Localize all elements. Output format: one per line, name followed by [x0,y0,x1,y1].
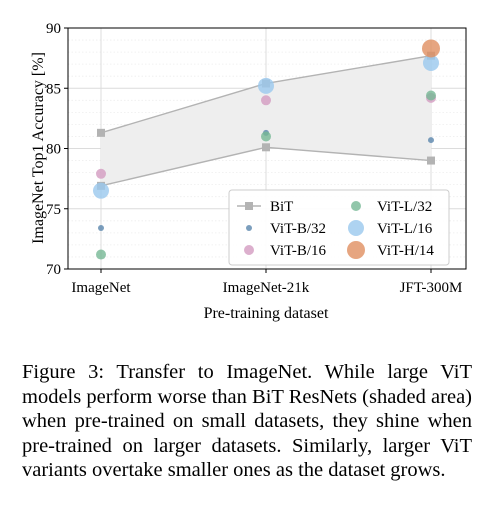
legend-label-bit: BiT [270,199,293,215]
marker-vit-h-14 [422,39,440,58]
legend-marker-vit-h-14 [347,241,365,259]
legend-label-vit-l-32: ViT-L/32 [377,199,432,215]
legend-marker-vit-l-16 [348,220,364,236]
legend-box [228,189,450,266]
y-tick-label: 70 [46,262,61,278]
axes: 70 75 80 85 90 ImageNet ImageNet-21k JFT-300M [46,21,467,296]
legend-marker-bit [245,202,253,210]
marker-vit-l-32 [426,90,436,101]
marker-vit-b-32 [98,225,104,232]
marker-bit [97,128,105,137]
marker-vit-b-16 [96,168,106,179]
x-tick-label: ImageNet-21k [223,280,310,296]
data-markers [93,39,440,260]
legend-marker-vit-b-16 [244,245,254,255]
x-tick-label: JFT-300M [400,280,463,296]
y-tick-label: 75 [46,202,61,218]
legend: BiT ViT-B/32 ViT-B/16 ViT-L/32 ViT-L/16 ViT-H… [228,189,450,266]
marker-vit-b-32 [428,137,434,144]
legend-marker-vit-b-32 [246,225,252,231]
y-tick-label: 90 [46,21,61,37]
legend-label-vit-h-14: ViT-H/14 [377,243,434,259]
marker-vit-l-16 [93,182,109,199]
y-tick-label: 85 [46,81,61,97]
legend-label-vit-b-16: ViT-B/16 [270,243,327,259]
legend-label-vit-l-16: ViT-L/16 [377,221,433,237]
y-tick-label: 80 [46,142,61,158]
marker-vit-l-32 [261,131,271,142]
marker-bit [427,156,435,165]
marker-vit-b-16 [261,95,271,106]
marker-vit-l-16 [423,54,439,71]
legend-marker-vit-l-32 [351,201,361,211]
marker-bit [262,143,270,152]
marker-vit-l-32 [96,249,106,260]
marker-vit-l-16 [258,77,274,94]
legend-label-vit-b-32: ViT-B/32 [270,221,326,237]
x-axis-label: Pre-training dataset [204,305,329,322]
figure-caption: Figure 3: Transfer to ImageNet. While la… [22,361,472,481]
x-tick-label: ImageNet [71,280,131,296]
accuracy-chart: 70 75 80 85 90 ImageNet ImageNet-21k JFT-300M B… [30,21,467,322]
y-axis-label: ImageNet Top1 Accuracy [%] [30,52,47,244]
